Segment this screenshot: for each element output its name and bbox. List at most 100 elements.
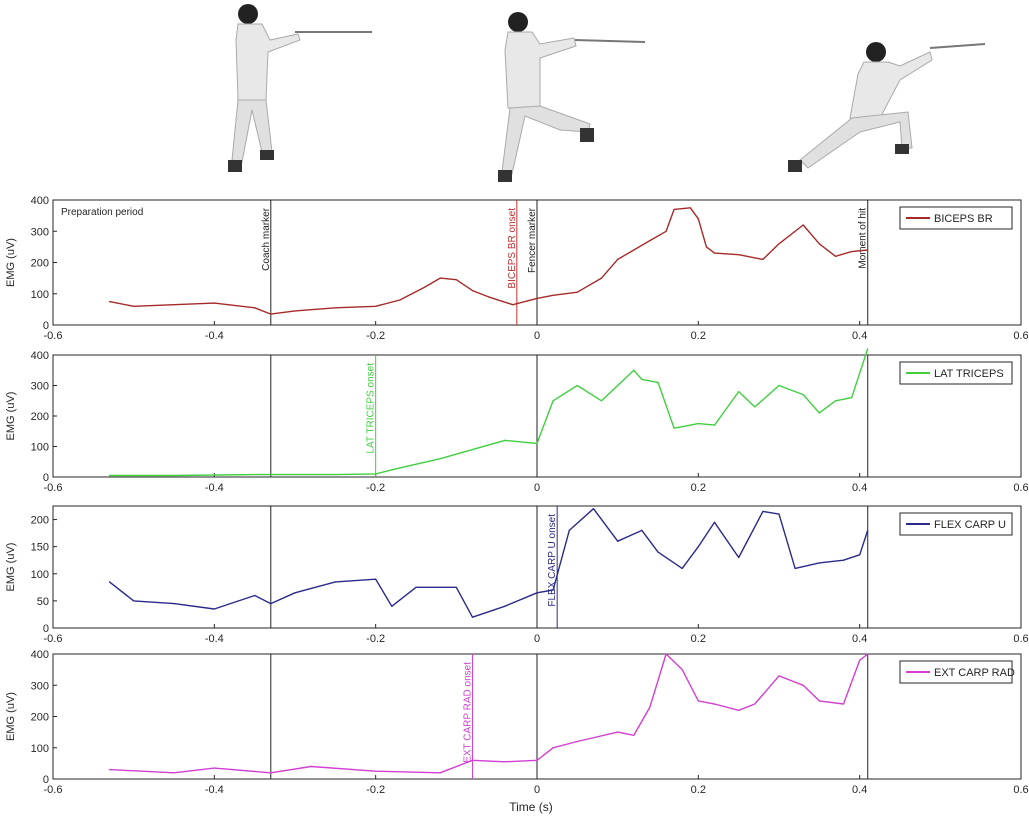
x-tick-label: -0.4 (205, 633, 224, 645)
emg-data-point (133, 600, 135, 602)
emg-data-point (439, 277, 441, 279)
emg-data-point (600, 400, 603, 402)
emg-data-point (254, 594, 256, 597)
emg-panel: -0.6 -0.4 -0.2 0 0.2 0.4 0.6 0 100 200 300 400 EMG (… (5, 195, 1029, 342)
event-marker-label: FLEX CARP U onset (547, 514, 558, 607)
x-tick-label: 0.2 (691, 784, 706, 796)
emg-data-point (375, 305, 377, 307)
emg-data-point (471, 616, 474, 618)
emg-data-point (778, 513, 780, 515)
emg-data-point (375, 770, 377, 772)
x-tick-label: 0.2 (691, 330, 706, 342)
emg-data-point (867, 249, 869, 251)
emg-data-point (254, 473, 256, 476)
legend: FLEX CARP U (899, 512, 1013, 536)
emg-data-point (649, 240, 651, 242)
emg-data-point (423, 286, 425, 289)
legend-box (899, 361, 1013, 385)
emg-data-point (633, 734, 635, 736)
emg-data-point (657, 551, 659, 553)
emg-data-point (778, 243, 780, 245)
emg-data-point (471, 290, 474, 292)
y-tick-label: 100 (31, 289, 49, 301)
emg-data-point (738, 709, 740, 711)
emg-data-point (213, 767, 215, 769)
y-tick-label: 200 (31, 515, 49, 527)
emg-data-point (867, 529, 869, 532)
emg-data-point (697, 218, 699, 220)
x-tick-label: -0.2 (366, 784, 385, 796)
x-axis-label: Time (s) (509, 800, 553, 814)
emg-data-point (270, 313, 272, 315)
emg-series-line (109, 508, 869, 618)
emg-data-point (173, 603, 175, 605)
emg-data-point (439, 772, 441, 774)
x-tick-label: -0.4 (205, 482, 224, 494)
emg-series-line (109, 207, 868, 315)
x-tick-label: 0 (534, 784, 540, 796)
emg-data-point (173, 474, 175, 477)
emg-data-point (213, 608, 215, 610)
emg-data-point (455, 279, 457, 281)
emg-data-point (552, 747, 554, 749)
legend-label: BICEPS BR (934, 213, 993, 225)
emg-data-point (794, 567, 796, 569)
y-tick-label: 50 (37, 596, 49, 608)
emg-data-point (762, 258, 764, 260)
emg-data-point (536, 442, 538, 445)
emg-series-line (109, 348, 869, 477)
emg-data-point (713, 703, 716, 705)
emg-data-point (673, 427, 675, 429)
emg-data-point (697, 546, 699, 548)
emg-data-point (576, 384, 578, 387)
emg-data-point (399, 299, 401, 301)
y-tick-label: 200 (31, 411, 49, 423)
fencer-photos (228, 4, 986, 182)
emg-data-point (504, 439, 506, 441)
emg-data-point (455, 586, 457, 588)
y-tick-label: 100 (31, 743, 49, 755)
emg-data-point (254, 307, 256, 309)
x-tick-label: -0.6 (44, 330, 63, 342)
x-tick-label: -0.4 (205, 330, 224, 342)
x-tick-label: -0.6 (44, 633, 63, 645)
emg-data-point (334, 581, 336, 583)
emg-data-point (471, 448, 474, 451)
emg-data-point (778, 384, 780, 387)
emg-data-point (504, 761, 506, 763)
emg-data-point (762, 510, 764, 513)
emg-data-point (738, 556, 740, 559)
emg-data-point (415, 586, 417, 588)
emg-data-point (641, 529, 643, 532)
emg-data-point (713, 252, 716, 254)
event-marker-label: Coach marker (261, 207, 272, 270)
legend-label: LAT TRICEPS (934, 368, 1004, 380)
emg-data-point (213, 302, 215, 304)
fencer-lunge-photo (788, 42, 986, 172)
emg-data-point (310, 765, 312, 768)
emg-data-point (617, 731, 619, 733)
legend-box (899, 660, 1013, 684)
x-tick-label: 0.6 (1013, 330, 1028, 342)
legend-label: FLEX CARP U (934, 519, 1006, 531)
event-marker-label: Fencer marker (527, 207, 538, 273)
annotation-text: Preparation period (61, 207, 143, 218)
emg-data-point (568, 529, 570, 532)
emg-data-point (375, 578, 377, 580)
emg-data-point (439, 458, 441, 460)
emg-data-point (173, 772, 175, 774)
emg-data-point (834, 255, 837, 257)
emg-data-point (754, 703, 756, 705)
emg-data-point (488, 296, 490, 298)
emg-data-point (576, 740, 578, 743)
y-axis-label: EMG (uV) (5, 238, 17, 287)
x-tick-label: -0.6 (44, 784, 63, 796)
emg-data-point (859, 554, 861, 556)
emg-data-point (851, 250, 853, 253)
emg-data-point (867, 653, 869, 655)
y-axis-label: EMG (uV) (5, 692, 17, 741)
emg-panel: -0.6 -0.4 -0.2 0 0.2 0.4 0.6 0 100 200 300 400 EMG (… (5, 348, 1029, 494)
emg-data-point (697, 423, 699, 425)
emg-data-point (552, 400, 554, 402)
emg-data-point (270, 603, 272, 605)
